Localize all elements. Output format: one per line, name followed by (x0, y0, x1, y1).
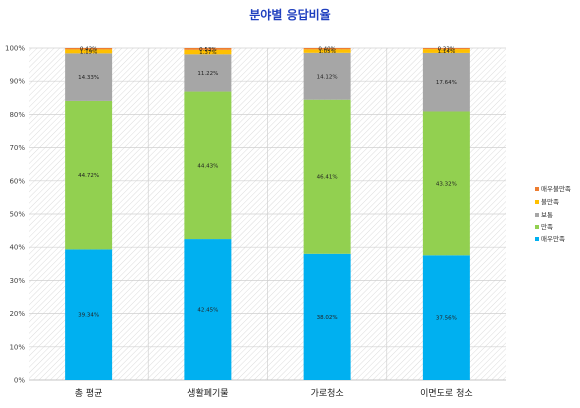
legend-swatch (535, 213, 539, 217)
y-tick-label: 100% (5, 45, 25, 53)
data-label: 17.64% (436, 80, 457, 86)
data-label: 0.53% (199, 47, 216, 53)
bar-segment (422, 255, 470, 380)
data-label: 1.14% (438, 49, 455, 55)
y-tick-label: 60% (9, 177, 25, 185)
x-category-label: 총 평균 (75, 388, 103, 399)
bar-segment (65, 249, 113, 380)
y-tick-label: 70% (9, 144, 25, 152)
legend-label: 불만족 (541, 197, 559, 206)
y-axis: 0% 10% 20% 30% 40% 50% 60% 70% 80% 90% 100% (5, 45, 25, 385)
y-tick-label: 40% (9, 244, 25, 252)
data-label: 1.37% (199, 50, 216, 56)
data-label: 1.05% (318, 49, 335, 55)
bar-segment (65, 53, 113, 101)
bar-segment (65, 48, 113, 50)
x-category-label: 생활폐기물 (187, 387, 228, 399)
bar-segment (184, 54, 232, 92)
data-label: 46.41% (317, 175, 338, 181)
data-label: 0.33% (438, 47, 455, 53)
legend-label: 매우불만족 (541, 184, 571, 193)
legend-swatch (535, 200, 539, 204)
y-tick-label: 30% (9, 277, 25, 285)
bar-segment (65, 49, 113, 54)
bar-segment (184, 239, 232, 380)
legend-swatch (535, 225, 539, 229)
x-category-label: 이면도로 청소 (420, 388, 473, 399)
y-tick-label: 0% (14, 377, 25, 385)
bar-segment (303, 52, 351, 100)
bar-segment (422, 52, 470, 112)
y-tick-label: 20% (9, 310, 25, 318)
data-label: 37.56% (436, 316, 457, 322)
y-tick-label: 10% (9, 343, 25, 351)
legend-swatch (535, 187, 539, 191)
bars: 39.34% 44.72% 14.33% 1.19%0.42% 42.45% 44.43%… (65, 47, 470, 380)
data-label: 0.42% (80, 47, 97, 53)
bar-segment (303, 49, 351, 53)
data-label: 14.12% (317, 74, 338, 80)
bar-segment (303, 99, 351, 254)
data-label: 11.22% (197, 71, 218, 77)
bar-segment (422, 48, 470, 50)
chart-title: 분야별 응답비율 (249, 7, 330, 22)
legend-label: 만족 (541, 222, 553, 231)
bar-segment (184, 91, 232, 240)
bar-segment (422, 111, 470, 256)
data-label: 39.34% (78, 313, 99, 319)
y-tick-label: 50% (9, 211, 25, 219)
bar-segment (184, 48, 232, 50)
bar-segment (184, 49, 232, 55)
bar-segment (303, 253, 351, 380)
data-label: 44.72% (78, 173, 99, 179)
x-axis: 총 평균 생활폐기물 가로청소 이면도로 청소 (75, 387, 473, 399)
legend-label: 매우만족 (541, 234, 565, 243)
legend-swatch (535, 237, 539, 241)
data-label: 38.02% (317, 315, 338, 321)
y-tick-label: 90% (9, 78, 25, 86)
bar-segment (422, 49, 470, 53)
bar-segment (65, 100, 113, 250)
data-label: 42.45% (197, 308, 218, 314)
x-category-label: 가로청소 (311, 388, 344, 399)
legend-label: 보통 (541, 211, 553, 219)
data-label: 1.19% (80, 49, 97, 55)
data-label: 43.32% (436, 181, 457, 187)
data-label: 0.40% (318, 47, 335, 53)
bar-segment (303, 48, 351, 50)
data-label: 44.43% (197, 163, 218, 169)
y-tick-label: 80% (9, 111, 25, 119)
data-label: 14.33% (78, 75, 99, 81)
